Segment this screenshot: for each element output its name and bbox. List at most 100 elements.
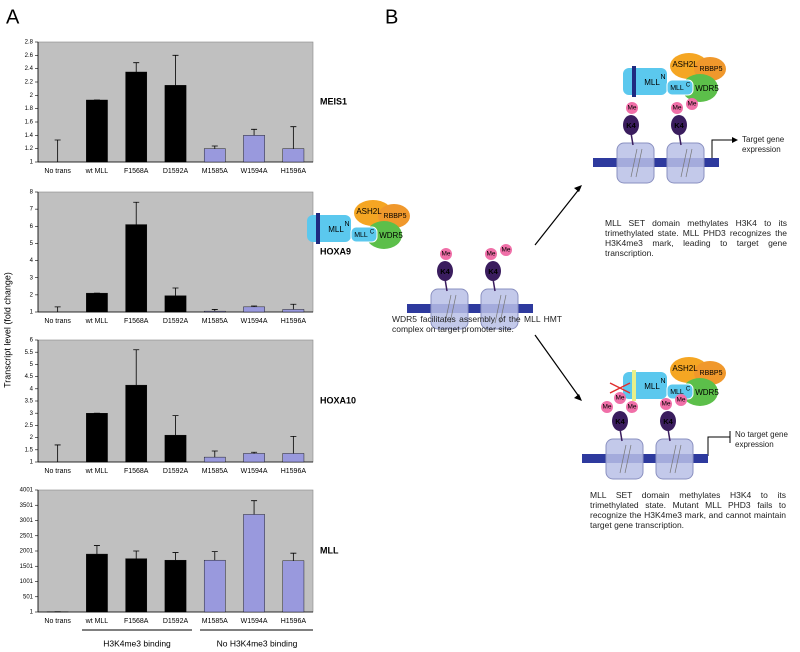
- protein-label: MLL: [328, 225, 344, 234]
- x-tick-label: D1592A: [163, 618, 189, 625]
- arrow: [534, 334, 581, 399]
- x-tick-label: F1568A: [124, 318, 149, 325]
- y-tick-label: 1: [30, 310, 34, 316]
- protein-label: K4: [488, 267, 498, 276]
- y-tick-label: 2.6: [25, 53, 34, 59]
- x-tick-label: W1594A: [241, 318, 268, 325]
- y-tick-label: 6: [30, 338, 34, 344]
- chart-title: HOXA10: [320, 395, 356, 405]
- x-tick-label: M1585A: [202, 318, 228, 325]
- histone-tail-mark: [630, 148, 643, 178]
- error-bar: [290, 435, 297, 454]
- y-tick-label: 1.4: [25, 133, 34, 139]
- protein-label: MLL: [644, 382, 660, 391]
- bar: [243, 135, 265, 163]
- y-tick-label: 2.4: [25, 66, 34, 72]
- k4: [485, 261, 501, 281]
- chart-title: MEIS1: [320, 96, 347, 106]
- protein-label: K4: [663, 417, 673, 426]
- y-tick-label: 1.2: [25, 146, 34, 152]
- x-tick-label: M1585A: [202, 618, 228, 625]
- protein-label: ASH2L: [672, 60, 698, 69]
- bar: [125, 71, 148, 163]
- bar: [125, 558, 148, 613]
- y-tick-label: 6: [30, 224, 34, 230]
- bar: [203, 148, 226, 163]
- y-tick-label: 2501: [20, 533, 34, 539]
- protein-label: K4: [440, 267, 450, 276]
- error-bar: [54, 306, 61, 312]
- caption: MLL SET domain methylates H3K4 to its tr…: [590, 490, 786, 530]
- histone-tail: [619, 428, 623, 442]
- protein-label: K4: [626, 121, 636, 130]
- mll-c-box: [666, 79, 694, 96]
- x-tick-label: F1568A: [124, 168, 149, 175]
- chart-title: MLL: [320, 545, 339, 555]
- k4: [660, 411, 676, 431]
- y-tick-label: 3.5: [25, 399, 34, 405]
- protein-label: RBBP5: [700, 370, 723, 377]
- dna: [593, 158, 719, 167]
- blocked-transcription: [707, 431, 731, 456]
- x-tick-label: H1596A: [281, 468, 307, 475]
- me: [660, 398, 672, 410]
- bar: [86, 553, 108, 613]
- bar: [203, 559, 226, 613]
- y-tick-label: 8: [30, 190, 34, 196]
- k4: [623, 115, 639, 135]
- y-tick-label: 4: [30, 386, 34, 392]
- dna: [582, 454, 708, 463]
- bar: [164, 295, 187, 313]
- error-bar: [211, 309, 218, 312]
- protein-label: C: [370, 230, 375, 236]
- output-label: Target gene expression: [742, 135, 785, 154]
- histone-tail-mark: [680, 148, 693, 178]
- y-tick-label: 5: [30, 362, 34, 368]
- protein-label: RBBP5: [700, 66, 723, 73]
- histone-tail-mark: [669, 444, 682, 474]
- x-tick-label: No trans: [44, 618, 71, 625]
- panel-label: B: [385, 6, 398, 28]
- me: [686, 98, 698, 110]
- protein-label: Me: [501, 247, 510, 254]
- histone-tail: [444, 278, 448, 292]
- nucleosome: [666, 142, 705, 184]
- y-tick-label: 5.5: [25, 350, 34, 356]
- bar: [282, 560, 305, 613]
- histone-tail-mark: [619, 444, 632, 474]
- x-tick-label: H1596A: [281, 168, 307, 175]
- error-bar: [133, 550, 140, 559]
- x-tick-label: H1596A: [281, 618, 307, 625]
- x-tick-label: W1594A: [241, 168, 268, 175]
- protein-label: K4: [615, 417, 625, 426]
- y-tick-label: 3: [30, 275, 34, 281]
- mll-set-stripe: [632, 66, 636, 97]
- error-bar: [290, 303, 297, 310]
- y-tick-label: 1001: [20, 579, 34, 585]
- protein-label: Me: [486, 251, 495, 258]
- y-tick-label: 1: [30, 160, 34, 166]
- bar: [243, 514, 265, 613]
- y-tick-label: 4.5: [25, 374, 34, 380]
- nucleosome: [655, 438, 694, 480]
- mll-set-stripe: [632, 370, 636, 401]
- x-tick-label: F1568A: [124, 468, 149, 475]
- k4: [612, 411, 628, 431]
- x-tick-label: W1594A: [241, 618, 268, 625]
- x-tick-label: wt MLL: [85, 468, 109, 475]
- caption: WDR5 facilitates assembly of the MLL HMT…: [392, 314, 562, 334]
- transcription-arrow: [711, 139, 733, 158]
- x-tick-label: F1568A: [124, 618, 149, 625]
- histone-tail: [630, 132, 634, 146]
- output-label: No target gene expression: [735, 430, 788, 449]
- caption: MLL SET domain methylates H3K4 to its tr…: [605, 218, 787, 258]
- histone-tail-mark: [494, 294, 507, 324]
- me: [614, 392, 626, 404]
- y-tick-label: 2.2: [25, 80, 34, 86]
- bar: [243, 306, 265, 313]
- protein-label: MLL: [644, 78, 660, 87]
- error-bar: [211, 145, 218, 149]
- bar: [203, 310, 226, 313]
